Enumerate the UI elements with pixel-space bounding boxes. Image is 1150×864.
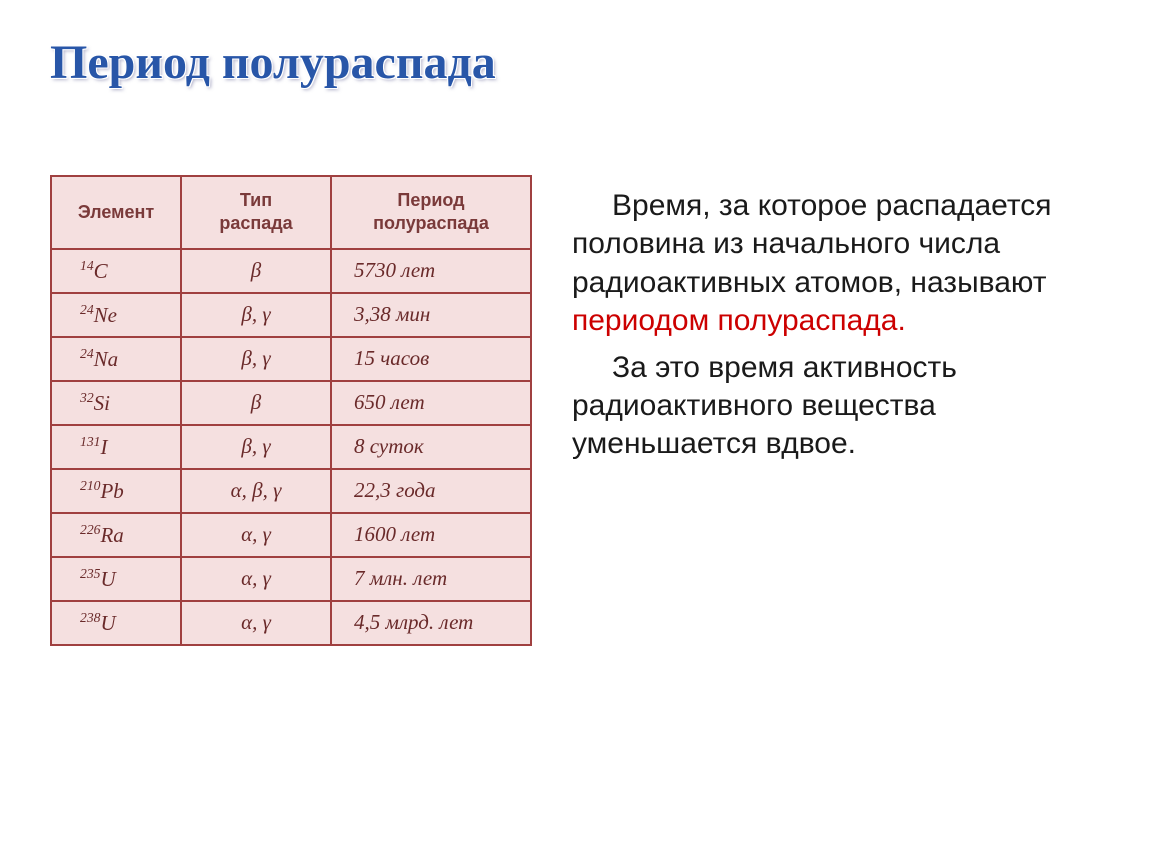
table-row: 24Neβ, γ3,38 мин	[51, 293, 531, 337]
mass-number: 131	[80, 434, 100, 449]
col-period: Период полураспада	[331, 176, 531, 249]
table-row: 131Iβ, γ8 суток	[51, 425, 531, 469]
element-symbol: Pb	[100, 479, 123, 503]
mass-number: 210	[80, 478, 100, 493]
table-row: 210Pbα, β, γ22,3 года	[51, 469, 531, 513]
mass-number: 24	[80, 302, 94, 317]
definition-para-2: За это время активность радиоактивного в…	[572, 349, 1072, 464]
col-element: Элемент	[51, 176, 181, 249]
cell-decay-type: β, γ	[181, 337, 331, 381]
cell-element: 210Pb	[51, 469, 181, 513]
table-row: 32Siβ650 лет	[51, 381, 531, 425]
element-symbol: U	[100, 611, 115, 635]
table-header-row: Элемент Тип распада Период полураспада	[51, 176, 531, 249]
mass-number: 24	[80, 346, 94, 361]
table-row: 238Uα, γ4,5 млрд. лет	[51, 601, 531, 645]
table-row: 235Uα, γ7 млн. лет	[51, 557, 531, 601]
col-decay: Тип распада	[181, 176, 331, 249]
mass-number: 14	[80, 258, 94, 273]
element-symbol: Si	[94, 391, 110, 415]
element-symbol: Ra	[100, 523, 123, 547]
page-title: Период полураспада	[50, 35, 496, 90]
cell-decay-type: β, γ	[181, 293, 331, 337]
cell-element: 24Na	[51, 337, 181, 381]
definition-para-1: Время, за которое распадается половина и…	[572, 187, 1072, 341]
cell-halflife: 5730 лет	[331, 249, 531, 293]
cell-element: 32Si	[51, 381, 181, 425]
cell-decay-type: β, γ	[181, 425, 331, 469]
def-highlight: периодом полураспада.	[572, 304, 906, 337]
table-row: 226Raα, γ1600 лет	[51, 513, 531, 557]
mass-number: 32	[80, 390, 94, 405]
cell-halflife: 1600 лет	[331, 513, 531, 557]
cell-halflife: 15 часов	[331, 337, 531, 381]
element-symbol: C	[94, 259, 108, 283]
cell-halflife: 4,5 млрд. лет	[331, 601, 531, 645]
cell-halflife: 8 суток	[331, 425, 531, 469]
cell-decay-type: β	[181, 381, 331, 425]
cell-element: 226Ra	[51, 513, 181, 557]
cell-halflife: 7 млн. лет	[331, 557, 531, 601]
definition-text: Время, за которое распадается половина и…	[572, 175, 1072, 472]
cell-decay-type: α, γ	[181, 601, 331, 645]
cell-halflife: 22,3 года	[331, 469, 531, 513]
cell-element: 131I	[51, 425, 181, 469]
table-row: 24Naβ, γ15 часов	[51, 337, 531, 381]
table-row: 14Cβ5730 лет	[51, 249, 531, 293]
element-symbol: Ne	[94, 303, 117, 327]
cell-element: 238U	[51, 601, 181, 645]
cell-halflife: 650 лет	[331, 381, 531, 425]
mass-number: 226	[80, 522, 100, 537]
cell-decay-type: α, γ	[181, 513, 331, 557]
def-text-1: Время, за которое распадается половина и…	[572, 189, 1051, 299]
element-symbol: U	[100, 567, 115, 591]
cell-decay-type: α, β, γ	[181, 469, 331, 513]
element-symbol: Na	[94, 347, 119, 371]
cell-decay-type: β	[181, 249, 331, 293]
cell-element: 235U	[51, 557, 181, 601]
halflife-table: Элемент Тип распада Период полураспада 1…	[50, 175, 532, 646]
cell-halflife: 3,38 мин	[331, 293, 531, 337]
cell-element: 24Ne	[51, 293, 181, 337]
element-symbol: I	[100, 435, 107, 459]
mass-number: 235	[80, 566, 100, 581]
mass-number: 238	[80, 610, 100, 625]
cell-decay-type: α, γ	[181, 557, 331, 601]
cell-element: 14C	[51, 249, 181, 293]
content-area: Элемент Тип распада Период полураспада 1…	[50, 175, 1072, 646]
halflife-table-wrap: Элемент Тип распада Период полураспада 1…	[50, 175, 532, 646]
